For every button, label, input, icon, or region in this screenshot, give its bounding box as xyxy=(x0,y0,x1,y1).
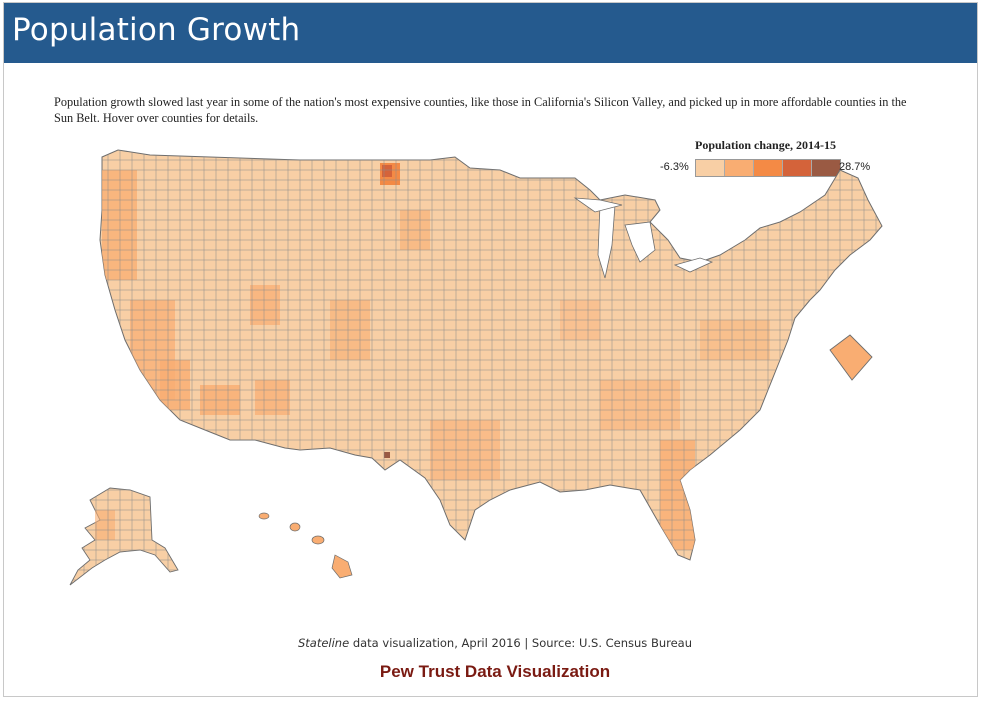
legend-min-label: -6.3% xyxy=(660,161,689,173)
alaska-region[interactable] xyxy=(69,487,179,586)
description: Population growth slowed last year in so… xyxy=(54,95,907,125)
county-choropleth-map[interactable] xyxy=(55,140,885,590)
brand-label: Pew Trust Data Visualization xyxy=(379,662,611,681)
legend-color-scale xyxy=(695,159,841,177)
source-note: Stateline data visualization, April 2016… xyxy=(0,636,990,650)
legend-swatch-4 xyxy=(783,160,812,176)
source-italic: Stateline xyxy=(297,636,350,650)
legend-swatch-1 xyxy=(696,160,725,176)
legend-max-label: 28.7% xyxy=(839,161,871,173)
legend-swatch-2 xyxy=(725,160,754,176)
page-title: Population Growth xyxy=(12,12,301,48)
hawaii-region[interactable] xyxy=(258,512,353,579)
legend-swatch-3 xyxy=(754,160,783,176)
contiguous-us-region[interactable] xyxy=(55,140,885,590)
header-bar: Population Growth xyxy=(4,3,977,63)
source-rest: data visualization, April 2016 | Source:… xyxy=(349,636,693,650)
legend-title: Population change, 2014-15 xyxy=(695,138,837,152)
dc-inset-region[interactable] xyxy=(829,334,873,381)
legend-swatch-5 xyxy=(812,160,840,176)
